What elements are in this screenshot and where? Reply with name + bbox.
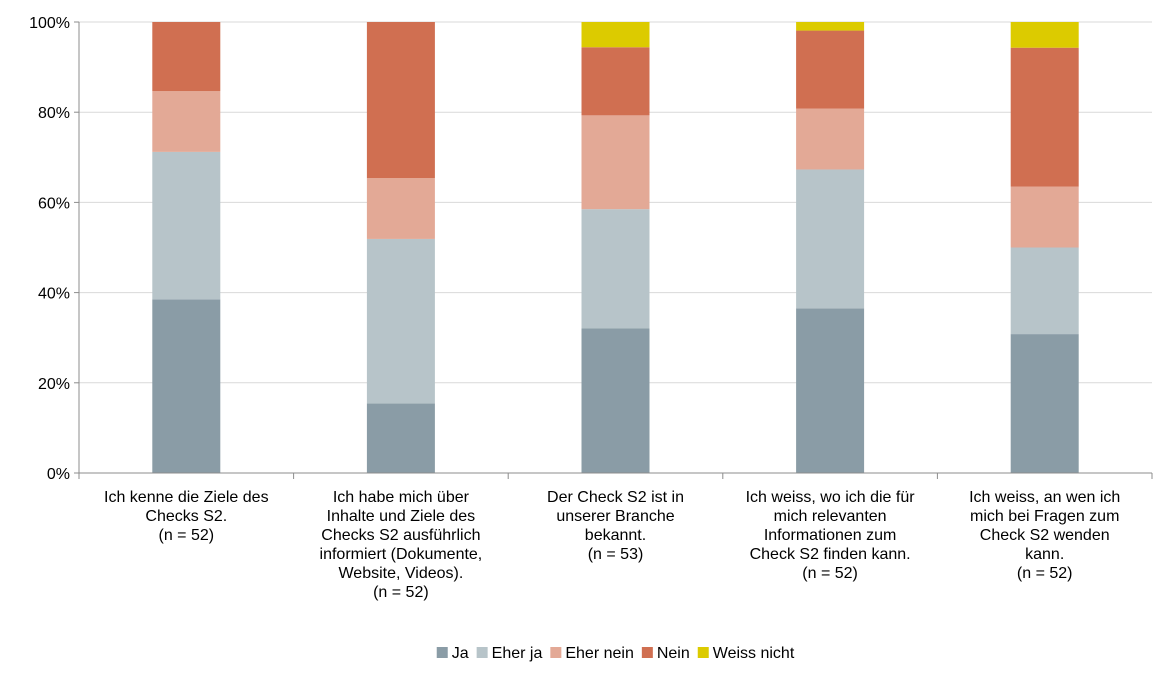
legend-label: Eher ja	[492, 645, 543, 662]
bar-segment	[796, 308, 865, 473]
y-tick-label: 80%	[38, 105, 70, 122]
x-category-label-line: (n = 53)	[588, 546, 644, 563]
x-category-label-line: Der Check S2 ist in	[547, 489, 684, 506]
x-category-label: Der Check S2 ist in unserer Branche bekann…	[547, 489, 684, 563]
legend-label: Ja	[452, 645, 469, 662]
y-tick-label: 0%	[47, 466, 70, 483]
bar-segment	[1010, 47, 1079, 187]
x-category-label: Ich weiss, an wen ich mich bei Fragen zum…	[969, 489, 1120, 582]
bars	[152, 22, 1079, 473]
x-category-label-line: (n = 52)	[1017, 565, 1073, 582]
x-category-label-line: unserer Branche	[556, 508, 674, 525]
axes	[74, 21, 1153, 479]
bar-segment	[1010, 22, 1079, 48]
x-category-label-line: Ich kenne die Ziele des	[104, 489, 269, 506]
legend-swatch	[436, 647, 448, 658]
bar-segment	[366, 22, 435, 179]
bar-segment	[796, 108, 865, 170]
bar-segment	[1010, 247, 1079, 335]
bar-segment	[152, 91, 221, 152]
bar-segment	[366, 403, 435, 473]
y-tick-label: 60%	[38, 195, 70, 212]
x-category-label-line: kann.	[1025, 546, 1064, 563]
x-category-label: Ich kenne die Ziele des Checks S2. (n = 52…	[104, 489, 269, 544]
bar-segment	[581, 209, 650, 329]
bar-segment	[152, 151, 221, 300]
x-category-labels: Ich kenne die Ziele des Checks S2. (n = 52…	[104, 489, 1120, 601]
bar-segment	[152, 22, 221, 92]
legend-swatch	[550, 647, 562, 658]
legend-swatch	[697, 647, 709, 658]
x-category-label-line: Inhalte und Ziele des	[327, 508, 476, 525]
x-category-label-line: Checks S2 ausführlich	[321, 527, 480, 544]
x-category-label: Ich habe mich über Inhalte und Ziele des C…	[320, 489, 483, 601]
legend-label: Weiss nicht	[713, 645, 795, 662]
x-category-label-line: Check S2 finden kann.	[750, 546, 911, 563]
legend-swatch	[476, 647, 488, 658]
y-tick-label: 20%	[38, 376, 70, 393]
bar-segment	[581, 47, 650, 116]
x-category-label-line: Informationen zum	[764, 527, 897, 544]
y-tick-labels: 0% 20% 40% 60% 80% 100%	[29, 15, 70, 483]
legend: Ja Eher ja Eher nein Nein Weiss nicht	[436, 645, 795, 662]
bar-segment	[581, 115, 650, 210]
y-tick-label: 100%	[29, 15, 70, 32]
x-category-label-line: informiert (Dokumente,	[320, 546, 483, 563]
x-category-label-line: Ich habe mich über	[333, 489, 470, 506]
bar-segment	[366, 238, 435, 404]
x-category-label-line: bekannt.	[585, 527, 646, 544]
x-category-label-line: Ich weiss, wo ich die für	[746, 489, 916, 506]
bar-segment	[1010, 334, 1079, 473]
bar-segment	[366, 178, 435, 239]
x-category-label-line: Checks S2.	[145, 508, 227, 525]
x-category-label-line: mich bei Fragen zum	[970, 508, 1119, 525]
x-category-label-line: Website, Videos).	[338, 565, 463, 582]
x-category-label-line: (n = 52)	[159, 527, 215, 544]
y-tick-label: 40%	[38, 286, 70, 303]
x-category-label: Ich weiss, wo ich die für mich relevanten…	[746, 489, 916, 582]
x-category-label-line: Check S2 wenden	[980, 527, 1110, 544]
x-category-label-line: (n = 52)	[373, 584, 429, 601]
x-category-label-line: Ich weiss, an wen ich	[969, 489, 1120, 506]
legend-label: Nein	[657, 645, 690, 662]
bar-segment	[796, 22, 865, 31]
bar-segment	[152, 299, 221, 473]
x-category-label-line: (n = 52)	[802, 565, 858, 582]
bar-segment	[796, 169, 865, 309]
bar-segment	[581, 328, 650, 473]
bar-segment	[581, 22, 650, 48]
legend-swatch	[641, 647, 653, 658]
bar-segment	[1010, 186, 1079, 248]
bar-segment	[796, 30, 865, 109]
legend-label: Eher nein	[565, 645, 634, 662]
x-category-label-line: mich relevanten	[774, 508, 887, 525]
